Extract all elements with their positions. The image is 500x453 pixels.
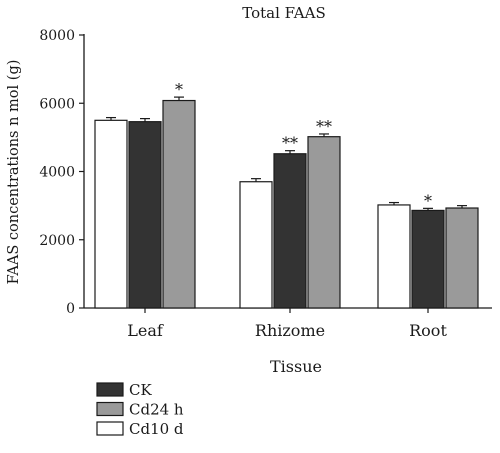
legend-swatch <box>96 421 124 436</box>
legend-swatch <box>96 401 124 417</box>
bar <box>162 99 196 309</box>
axes: 0 2000 4000 6000 8000 Leaf Rhizome Root <box>39 28 492 340</box>
legend-label: Cd10 d <box>129 420 184 438</box>
y-tick-label: 0 <box>66 301 75 317</box>
bar <box>445 207 479 309</box>
significance-marker: * <box>175 80 183 99</box>
y-tick-label: 4000 <box>39 165 75 181</box>
y-tick-label: 2000 <box>39 233 75 249</box>
bar <box>377 204 411 309</box>
chart-title: Total FAAS <box>242 4 325 22</box>
y-tick-label: 6000 <box>39 96 75 112</box>
y-axis-label: FAAS concentrations n mol (g) <box>6 60 22 285</box>
bar <box>411 209 445 309</box>
bars: ****** <box>94 80 479 309</box>
legend-swatch <box>96 382 124 397</box>
legend-label: CK <box>129 381 152 399</box>
significance-marker: ** <box>282 134 298 153</box>
bar <box>239 181 273 309</box>
legend-label: Cd24 h <box>129 401 184 419</box>
significance-marker: * <box>424 191 432 210</box>
bar <box>128 121 162 309</box>
significance-marker: ** <box>316 117 332 136</box>
bar <box>273 153 307 309</box>
y-tick-label: 8000 <box>39 28 75 44</box>
x-tick-label: Leaf <box>127 321 164 340</box>
bar <box>307 136 341 309</box>
x-axis-label: Tissue <box>270 357 322 376</box>
x-tick-label: Rhizome <box>255 321 325 340</box>
bar <box>94 119 128 309</box>
x-tick-label: Root <box>409 321 447 340</box>
